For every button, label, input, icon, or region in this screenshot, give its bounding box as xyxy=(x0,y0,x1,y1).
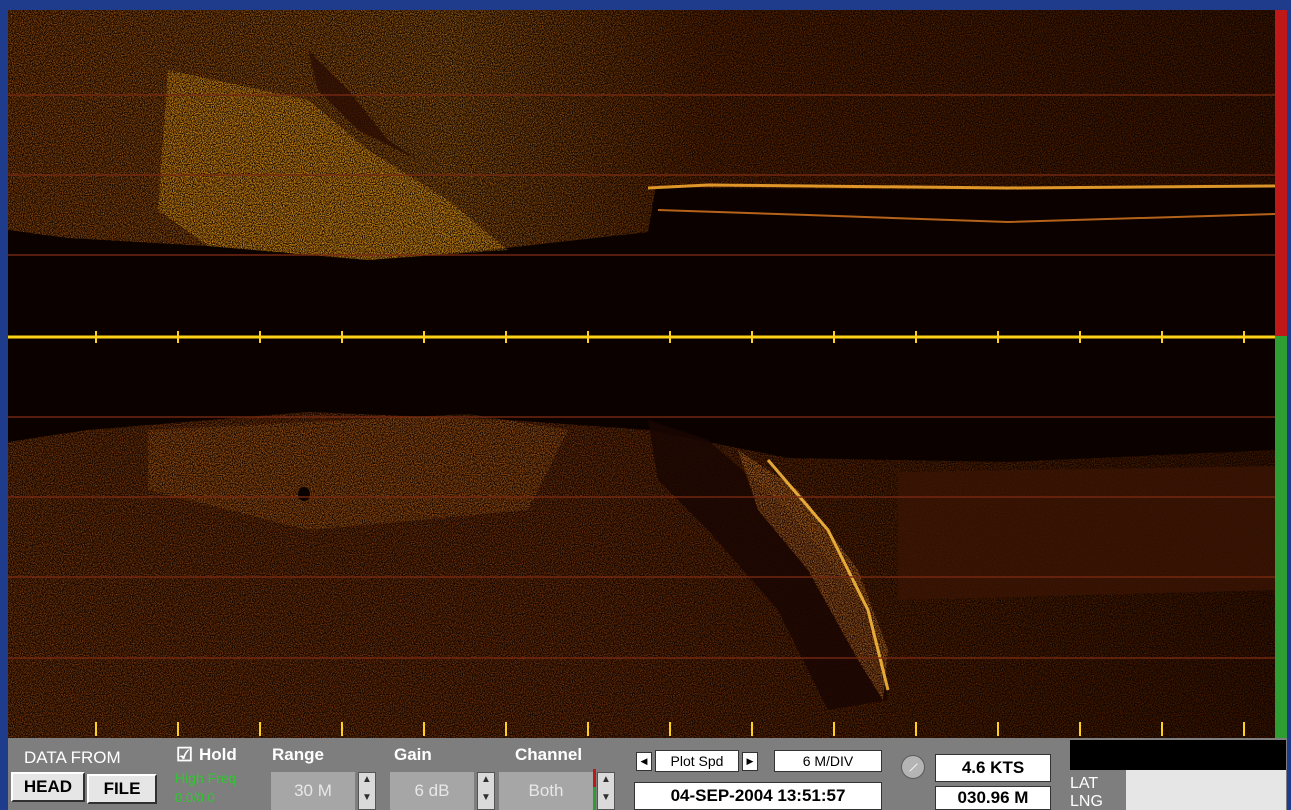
channel-label: Channel xyxy=(515,745,583,764)
hold-checkbox[interactable]: ☑ xyxy=(176,745,194,766)
plot-speed-value: 6 M/DIV xyxy=(774,750,882,772)
gain-down-icon[interactable]: ▼ xyxy=(481,792,491,803)
freq-value: 0.0/0.0 xyxy=(175,790,215,805)
lat-label: LAT xyxy=(1070,775,1099,792)
range-spinner[interactable]: ▲ ▼ xyxy=(358,772,376,810)
starboard-dark-region xyxy=(898,466,1275,600)
plot-speed-left-icon[interactable]: ◀ xyxy=(636,752,652,771)
port-ridge-line xyxy=(647,183,1275,190)
heading-dial-icon xyxy=(901,755,925,779)
seafloor-object xyxy=(298,487,310,501)
gain-label: Gain xyxy=(394,745,432,764)
port-ridge-line-2 xyxy=(657,209,1275,224)
starboard-channel-indicator xyxy=(1275,336,1287,738)
wreck-edge xyxy=(766,459,890,691)
channel-up-icon[interactable]: ▲ xyxy=(601,774,611,785)
plot-speed-label: Plot Spd xyxy=(655,750,739,772)
lng-label: LNG xyxy=(1070,793,1103,810)
port-bright-patch xyxy=(158,70,508,260)
position-display xyxy=(1126,770,1286,810)
channel-starboard-marker xyxy=(593,787,596,810)
data-from-label: DATA FROM xyxy=(24,748,121,767)
gain-value: 6 dB xyxy=(390,772,474,810)
wreck-hull xyxy=(738,450,888,700)
date-time-display: 04-SEP-2004 13:51:57 xyxy=(634,782,882,810)
sonar-image xyxy=(8,10,1275,738)
channel-value: Both xyxy=(499,772,593,810)
speed-display: 4.6 KTS xyxy=(935,754,1051,782)
starboard-bright-patch xyxy=(148,414,568,530)
range-down-icon[interactable]: ▼ xyxy=(362,792,372,803)
port-channel-indicator xyxy=(1275,10,1287,336)
position-status-bar xyxy=(1070,740,1286,770)
port-shadow xyxy=(308,50,418,160)
sonar-display xyxy=(8,10,1275,738)
bottom-ticks xyxy=(95,722,1245,736)
channel-down-icon[interactable]: ▼ xyxy=(601,792,611,803)
gain-spinner[interactable]: ▲ ▼ xyxy=(477,772,495,810)
head-button[interactable]: HEAD xyxy=(11,772,85,802)
wreck-shadow xyxy=(648,420,888,710)
distance-display: 030.96 M xyxy=(935,786,1051,810)
range-grid-lines xyxy=(8,94,1275,659)
gain-up-icon[interactable]: ▲ xyxy=(481,774,491,785)
file-button[interactable]: FILE xyxy=(87,774,157,804)
range-value: 30 M xyxy=(271,772,355,810)
plot-speed-right-icon[interactable]: ▶ xyxy=(742,752,758,771)
freq-label: High Freq xyxy=(175,770,237,786)
control-panel: DATA FROM HEAD FILE ☑ Hold High Freq 0.0… xyxy=(8,738,1287,810)
channel-spinner[interactable]: ▲ ▼ xyxy=(597,772,615,810)
range-up-icon[interactable]: ▲ xyxy=(362,774,372,785)
channel-port-marker xyxy=(593,769,596,787)
centerline-ticks xyxy=(95,331,1245,343)
range-label: Range xyxy=(272,745,324,764)
hold-label: Hold xyxy=(199,745,237,764)
